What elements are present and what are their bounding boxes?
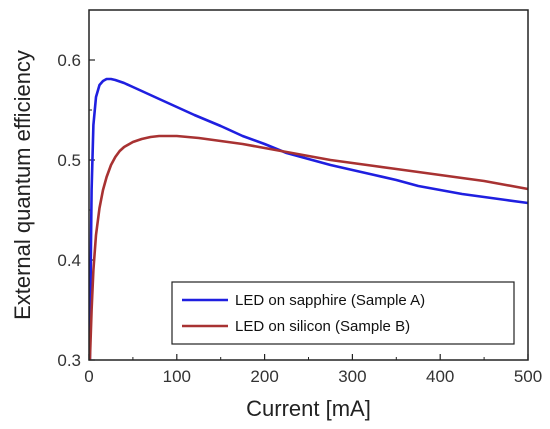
x-tick-label: 400 (426, 367, 454, 386)
y-tick-label: 0.4 (57, 251, 81, 270)
y-tick-label: 0.6 (57, 51, 81, 70)
y-tick-label: 0.3 (57, 351, 81, 370)
legend-label: LED on sapphire (Sample A) (235, 292, 425, 309)
x-axis-label: Current [mA] (246, 396, 371, 421)
legend-box (171, 281, 515, 345)
y-tick-label: 0.5 (57, 151, 81, 170)
series-line-1 (88, 134, 529, 361)
y-axis-label: External quantum efficiency (10, 50, 35, 320)
series-line-0 (88, 77, 529, 361)
legend: LED on sapphire (Sample A) LED on silicon… (171, 281, 515, 345)
x-tick-label: 300 (338, 367, 366, 386)
x-tick-label: 500 (514, 367, 542, 386)
legend-label: LED on silicon (Sample B) (235, 318, 410, 335)
x-tick-label: 200 (250, 367, 278, 386)
x-tick-label: 0 (84, 367, 93, 386)
plot-frame (88, 9, 529, 361)
x-tick-label: 100 (163, 367, 191, 386)
series-layer (88, 77, 529, 361)
